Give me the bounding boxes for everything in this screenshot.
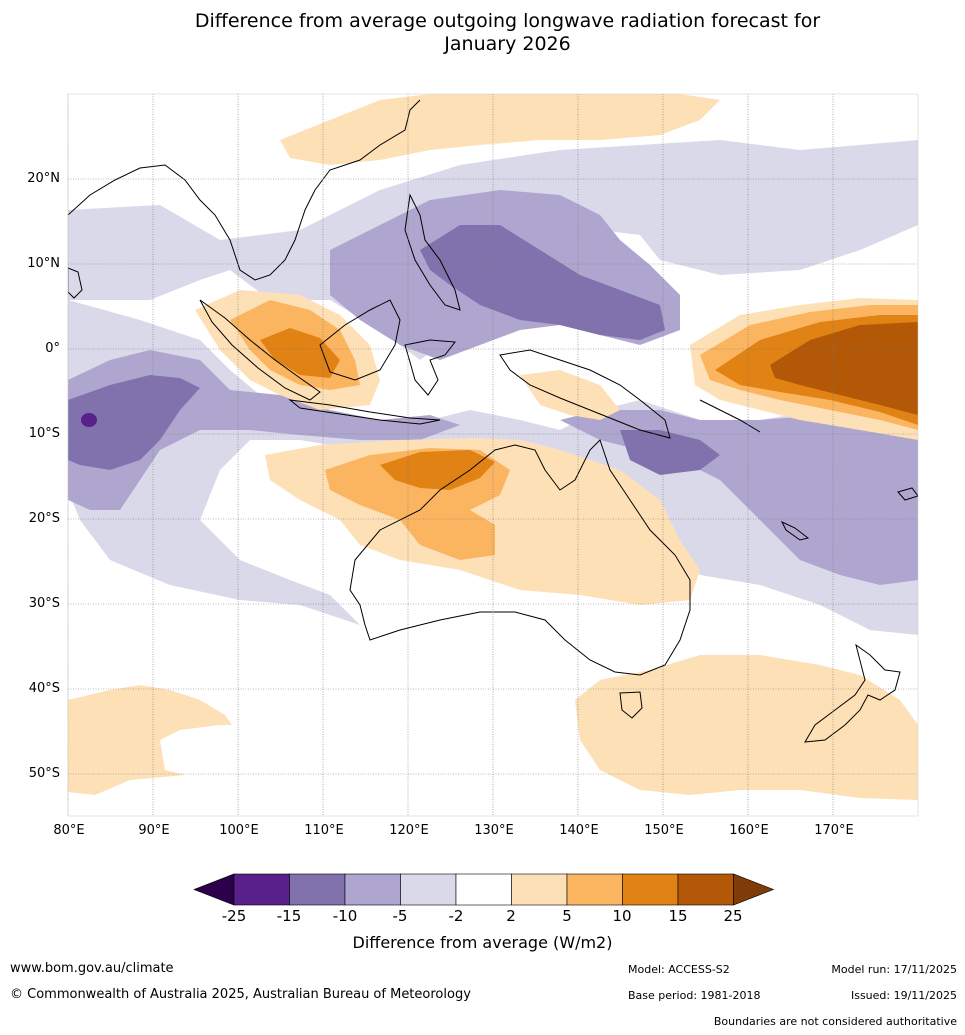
colorbar-bin [344,873,401,906]
lon-label: 130°E [474,823,514,838]
colorbar-bin [566,873,623,906]
lat-label: 0° [45,341,60,356]
colorbar-bin [677,873,734,906]
title-line-1: Difference from average outgoing longwav… [194,10,821,32]
coastline-java [288,399,441,425]
lon-label: 100°E [219,823,259,838]
coastline-asia [68,99,421,281]
anomaly-medium-purple-east [560,410,918,585]
anomaly-dark-purple-indian-ocean [68,375,200,470]
colorbar-under-arrow [193,873,235,906]
coastline-australia [349,439,691,676]
anomaly-dark-orange-top-end [380,450,495,490]
colorbar-label: Difference from average (W/m2) [352,933,613,952]
coastline-philippines [404,193,461,311]
colorbar-tick: -15 [276,907,302,925]
coastline-borneo [319,299,401,381]
anomaly-darkest-orange-pacific [770,322,918,415]
model-name: Model: ACCESS-S2 [628,963,730,976]
colorbar-tick: 25 [723,907,743,925]
anomaly-deep-purple-spot [81,413,97,427]
anomaly-dark-orange-sumatra [260,328,340,378]
colorbar [193,873,775,906]
anomaly-light-orange-southern-ocean [575,655,918,800]
lat-label: 30°S [28,596,60,611]
coastline-sulawesi [404,339,456,396]
copyright-notice: © Commonwealth of Australia 2025, Austra… [10,987,471,1002]
lat-label: 10°S [28,426,60,441]
colorbar-tick: -5 [392,907,408,925]
coastline-fiji [897,487,918,501]
website-link[interactable]: www.bom.gov.au/climate [10,961,174,976]
base-period: Base period: 1981-2018 [628,989,761,1002]
lon-label: 170°E [814,823,854,838]
coastline-sri-lanka [68,267,83,299]
lat-label: 10°N [27,256,60,271]
graticule [67,94,918,816]
colorbar-tick: -10 [332,907,358,925]
colorbar-bin [289,873,346,906]
coastline-new-guinea [499,349,671,439]
lon-label: 90°E [138,823,170,838]
anomaly-dark-purple-philippines [420,225,665,340]
lat-label: 40°S [28,681,60,696]
anomaly-light-orange-asia [280,94,720,165]
colorbar-tick: -2 [448,907,464,925]
coastline-sumatra [199,299,321,401]
colorbar-bin [400,873,457,906]
map-title: Difference from average outgoing longwav… [0,10,965,56]
colorbar-bin [455,873,512,906]
title-line-2: January 2026 [444,33,571,55]
anomaly-light-orange-banda [520,370,620,420]
colorbar-bin [511,873,568,906]
lat-label: 50°S [28,766,60,781]
colorbar-tick: 2 [506,907,516,925]
colorbar-over-arrow [733,873,775,906]
colorbar-bin [622,873,679,906]
coastline-solomon-islands [699,399,761,433]
lon-label: 150°E [644,823,684,838]
lon-label: 80°E [53,823,85,838]
model-run-date: Model run: 17/11/2025 [831,963,957,976]
coastline-new-zealand [804,643,901,743]
boundaries-disclaimer: Boundaries are not considered authoritat… [713,1015,957,1028]
lon-label: 160°E [729,823,769,838]
lon-label: 140°E [559,823,599,838]
anomaly-band-light-purple-south [68,300,918,635]
coastline-new-caledonia [780,520,810,541]
coastline-tasmania [619,691,643,719]
colorbar-bin [233,873,290,906]
colorbar-tick: 10 [612,907,632,925]
lat-label: 20°S [28,511,60,526]
lat-label: 20°N [27,171,60,186]
issued-date: Issued: 19/11/2025 [850,989,957,1002]
colorbar-tick: 15 [668,907,688,925]
lon-label: 120°E [389,823,429,838]
lon-label: 110°E [304,823,344,838]
colorbar-tick: -25 [221,907,247,925]
anomaly-dark-purple-coral-sea [620,430,720,475]
colorbar-tick: 5 [562,907,572,925]
anomaly-light-orange-southwest [68,685,232,795]
